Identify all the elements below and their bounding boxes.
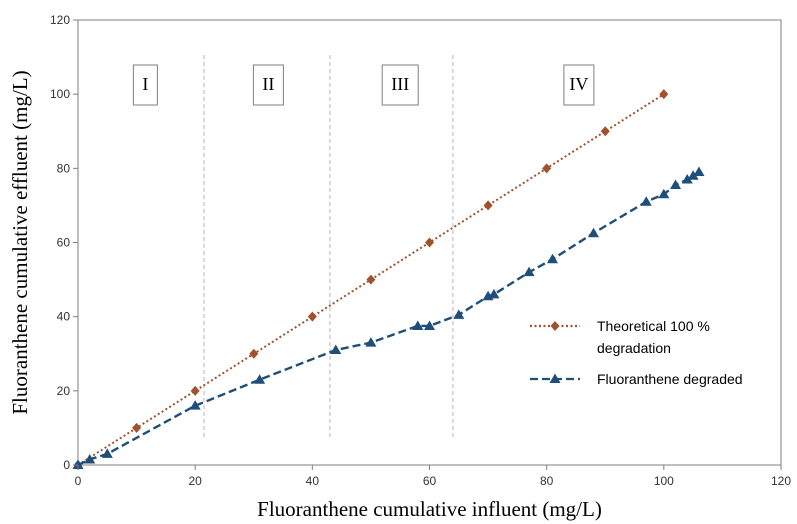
data-point [640,196,652,206]
x-axis-title: Fluoranthene cumulative influent (mg/L) [257,497,602,521]
data-point [681,173,693,184]
data-point [425,237,434,248]
phase-label: II [262,74,274,94]
y-tick-label: 60 [57,236,71,250]
phase-label: III [391,74,409,94]
phase-divider-lines [203,55,454,437]
y-tick-label: 20 [57,384,71,398]
x-tick-label: 20 [188,474,202,488]
phase-box-ii: II [252,64,284,106]
data-point [588,227,600,238]
y-tick-label: 0 [63,458,70,472]
x-tick-label: 120 [771,474,791,488]
x-tick-label: 0 [75,474,82,488]
x-tick-label: 40 [306,474,320,488]
data-point [424,320,435,330]
data-point [101,448,113,458]
data-point [254,374,266,384]
phase-label: I [142,74,148,94]
y-tick-label: 100 [50,87,70,101]
legend-label: Theoretical 100 % [597,318,710,334]
legend: Theoretical 100 % degradation Fluoranthene… [530,318,743,387]
data-point [307,311,317,322]
data-point [670,179,682,190]
data-point [72,459,84,469]
legend-item-2: Fluoranthene degraded [530,371,743,387]
legend-item-1: Theoretical 100 % degradation [530,318,710,356]
phase-box-frame [563,64,595,106]
data-point [600,126,610,137]
data-point [659,89,669,100]
x-tick-label: 80 [540,474,554,488]
phase-box-iii: III [381,64,419,106]
legend-label: Fluoranthene degraded [597,371,743,387]
data-point [693,166,705,177]
legend-marker [550,321,560,331]
data-point [189,400,201,410]
data-point [488,288,500,299]
series-1 [73,89,669,470]
data-point [190,385,200,396]
data-point [547,253,559,264]
data-point [84,453,96,464]
legend-marker [549,373,561,383]
data-point [542,163,552,174]
series-layer [72,89,705,470]
data-point [249,348,259,359]
data-point [658,188,670,199]
data-point [330,344,342,355]
y-axis-title: Fluoranthene cumulative effluent (mg/L) [8,70,32,414]
data-point [483,200,493,211]
axes: 0 20 40 60 80 100 120 0 20 40 60 80 100 120 [50,13,791,488]
data-point [412,320,424,330]
phase-labels: I II III IV [132,64,595,106]
x-tick-label: 60 [423,474,437,488]
phase-box-frame [132,64,158,106]
data-point [453,309,465,319]
series-2 [72,166,705,469]
data-point [523,266,535,277]
y-tick-label: 120 [50,13,70,27]
data-point [366,274,376,285]
legend-label: degradation [597,340,671,356]
phase-label: IV [569,74,588,94]
x-tick-label: 100 [654,474,674,488]
y-tick-label: 40 [57,310,71,324]
phase-box-frame [381,64,419,106]
y-tick-label: 80 [57,161,71,175]
data-point [687,170,699,180]
phase-box-iv: IV [563,64,595,106]
data-point [132,422,142,433]
phase-box-i: I [132,64,158,106]
data-point [365,337,377,347]
phase-box-frame [252,64,284,106]
